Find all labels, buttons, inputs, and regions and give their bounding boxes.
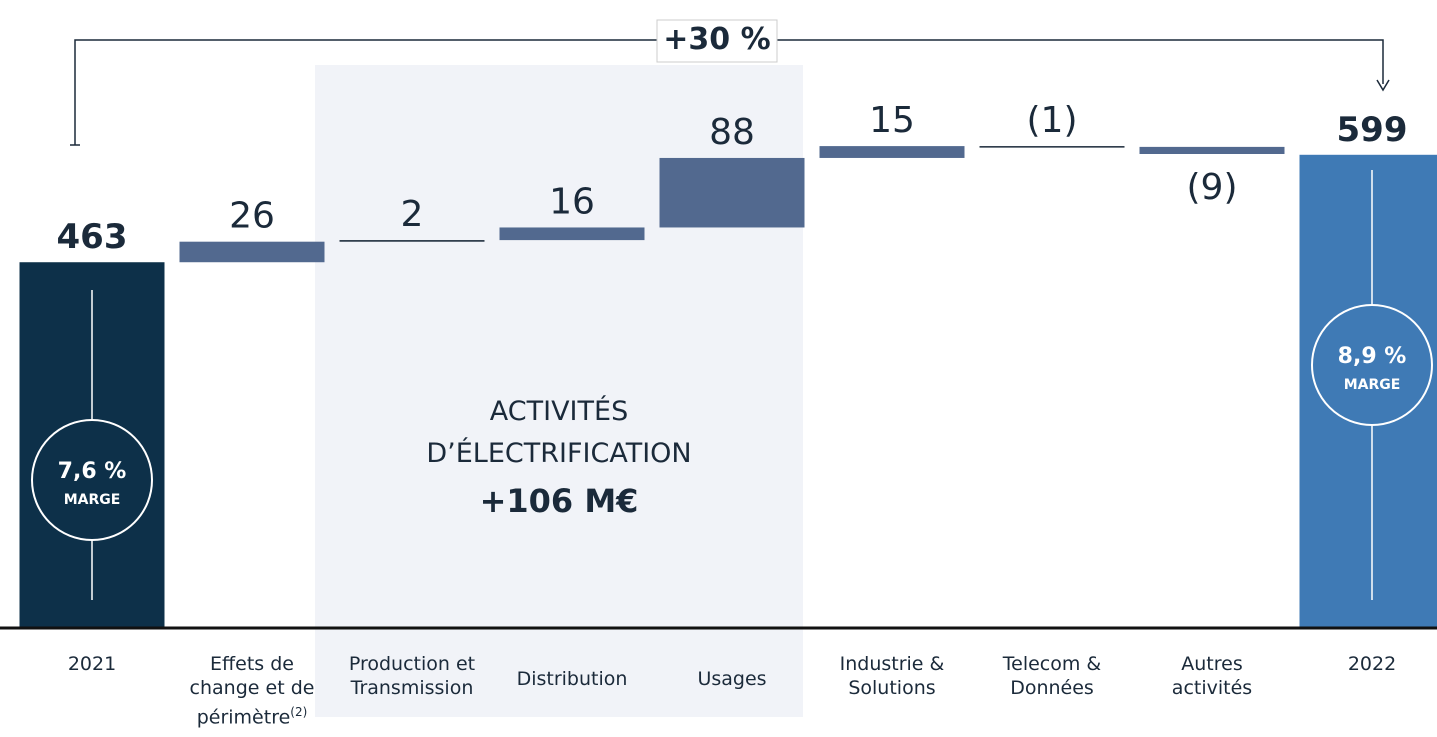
- category-label: Usages: [662, 667, 802, 691]
- category-label: 2021: [22, 652, 162, 676]
- category-text: Production et Transmission: [348, 653, 476, 699]
- category-text: 2021: [67, 653, 117, 675]
- category-text: 2022: [1347, 653, 1397, 675]
- category-text: Distribution: [516, 668, 628, 690]
- growth-label: +30 %: [663, 22, 770, 57]
- value-label: (9): [1187, 167, 1238, 208]
- category-text: Industrie & Solutions: [839, 653, 945, 699]
- value-label: 16: [549, 181, 595, 222]
- bar: [1139, 146, 1285, 154]
- value-label: 2: [401, 194, 424, 235]
- category-text: Autres activités: [1171, 653, 1253, 699]
- category-label: Production et Transmission: [342, 652, 482, 700]
- value-label: 463: [57, 217, 128, 257]
- bar: [979, 146, 1125, 148]
- margin-label: MARGE: [64, 492, 121, 508]
- value-label: (1): [1027, 100, 1078, 141]
- bar: [659, 157, 805, 228]
- category-label: Distribution: [502, 667, 642, 691]
- margin-value: 7,6 %: [58, 459, 127, 484]
- category-text: Usages: [697, 668, 767, 690]
- category-label: Telecom & Données: [982, 652, 1122, 700]
- category-label: Industrie & Solutions: [822, 652, 962, 700]
- highlight-total: +106 M€: [480, 482, 639, 520]
- footnote-mark: (2): [290, 705, 308, 719]
- margin-value: 8,9 %: [1338, 344, 1407, 369]
- margin-label: MARGE: [1344, 377, 1401, 393]
- bar: [339, 240, 485, 242]
- bar: [179, 241, 325, 263]
- category-label: Effets de change et de périmètre(2): [190, 652, 315, 729]
- margin-circle: [31, 419, 153, 541]
- margin-circle: [1311, 304, 1433, 426]
- category-label: Autres activités: [1142, 652, 1282, 700]
- value-label: 15: [869, 100, 915, 141]
- category-text: Effets de change et de périmètre: [189, 653, 315, 729]
- growth-box: [656, 19, 778, 63]
- value-label: 26: [229, 196, 275, 237]
- value-label: 88: [709, 112, 755, 153]
- category-text: Telecom & Données: [1002, 653, 1102, 699]
- value-label: 599: [1337, 110, 1408, 150]
- bar: [499, 227, 645, 241]
- arrow-head: [1376, 79, 1390, 92]
- highlight-line: D’ÉLECTRIFICATION: [426, 437, 691, 469]
- bar: [819, 146, 965, 158]
- highlight-line: ACTIVITÉS: [490, 395, 628, 427]
- category-label: 2022: [1302, 652, 1437, 676]
